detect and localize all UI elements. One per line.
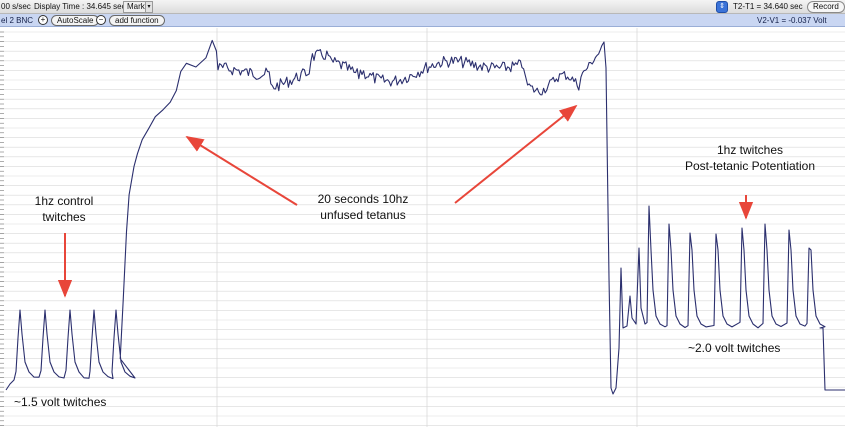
grid-lines <box>0 28 845 427</box>
right-volt-label: ~2.0 volt twitches <box>688 341 781 355</box>
control-twitches-label: 1hz control twitches <box>18 193 110 225</box>
time-difference-readout: T2-T1 = 34.640 sec <box>733 2 803 11</box>
channel-bar: el 2 BNC + AutoScale − add function V2-V… <box>0 14 845 27</box>
up-down-arrows-icon[interactable]: ⇕ <box>716 1 728 13</box>
tetanus-left-arrow <box>185 136 298 206</box>
trace-canvas[interactable] <box>0 28 845 427</box>
autoscale-button[interactable]: AutoScale <box>51 15 100 26</box>
trace-plot-area[interactable]: 1hz control twitches 20 seconds 10hz unf… <box>0 28 845 427</box>
magnifier-minus-icon[interactable]: − <box>96 15 106 25</box>
channel-label: el 2 BNC <box>1 16 34 25</box>
muscle-force-trace <box>5 39 845 395</box>
voltage-difference-readout: V2-V1 = -0.037 Volt <box>757 16 827 25</box>
ptp-label-line2: Post-tetanic Potentiation <box>684 159 816 173</box>
ptp-label-line1: 1hz twitches <box>716 143 784 157</box>
left-volt-label: ~1.5 volt twitches <box>14 395 107 409</box>
tetanus-right-arrow <box>454 104 578 204</box>
tetanus-label: 20 seconds 10hz unfused tetanus <box>303 191 423 223</box>
add-function-button[interactable]: add function <box>109 15 165 26</box>
display-time-readout: Display Time : 34.645 sec <box>34 2 126 11</box>
tetanus-label-line1: 20 seconds 10hz <box>317 192 409 206</box>
chevron-down-icon[interactable]: ▾ <box>145 1 153 13</box>
control-label-line2: twitches <box>42 210 86 224</box>
ptp-label: 1hz twitches Post-tetanic Potentiation <box>670 142 830 174</box>
magnifier-plus-icon[interactable]: + <box>38 15 48 25</box>
top-toolbar: 00 s/sec Display Time : 34.645 sec Mark … <box>0 0 845 14</box>
tetanus-label-line2: unfused tetanus <box>320 208 406 222</box>
left-axis-ticks <box>0 31 4 426</box>
control-label-line1: 1hz control <box>34 194 94 208</box>
sample-rate-readout: 00 s/sec <box>1 2 31 11</box>
record-button[interactable]: Record <box>807 1 845 13</box>
